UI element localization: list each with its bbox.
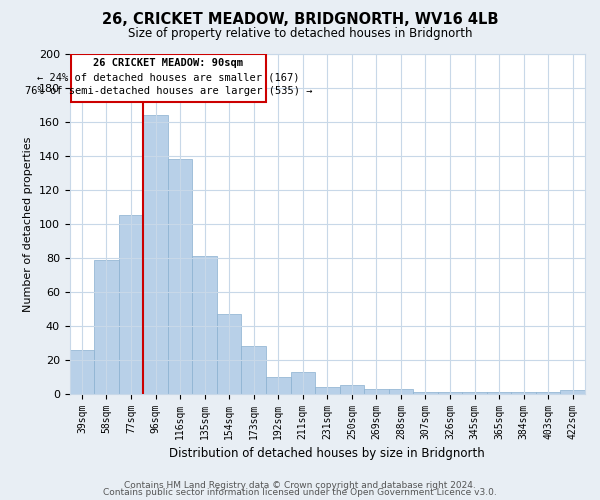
Bar	[119, 216, 143, 394]
Bar	[70, 350, 94, 394]
Bar	[536, 392, 560, 394]
Bar	[193, 256, 217, 394]
Text: Size of property relative to detached houses in Bridgnorth: Size of property relative to detached ho…	[128, 28, 472, 40]
Bar	[290, 372, 315, 394]
Bar	[413, 392, 438, 394]
Bar	[266, 376, 290, 394]
Bar	[511, 392, 536, 394]
Text: 26 CRICKET MEADOW: 90sqm: 26 CRICKET MEADOW: 90sqm	[94, 58, 244, 68]
Text: ← 24% of detached houses are smaller (167): ← 24% of detached houses are smaller (16…	[37, 72, 299, 83]
Bar	[241, 346, 266, 394]
Bar	[94, 260, 119, 394]
Bar	[217, 314, 241, 394]
Bar	[340, 385, 364, 394]
Bar	[462, 392, 487, 394]
Bar	[315, 387, 340, 394]
Text: 76% of semi-detached houses are larger (535) →: 76% of semi-detached houses are larger (…	[25, 86, 312, 97]
Bar	[143, 115, 168, 394]
Text: Contains public sector information licensed under the Open Government Licence v3: Contains public sector information licen…	[103, 488, 497, 497]
Text: 26, CRICKET MEADOW, BRIDGNORTH, WV16 4LB: 26, CRICKET MEADOW, BRIDGNORTH, WV16 4LB	[102, 12, 498, 28]
Bar	[487, 392, 511, 394]
Bar	[389, 388, 413, 394]
Bar	[560, 390, 585, 394]
X-axis label: Distribution of detached houses by size in Bridgnorth: Distribution of detached houses by size …	[169, 447, 485, 460]
Bar	[438, 392, 462, 394]
Text: Contains HM Land Registry data © Crown copyright and database right 2024.: Contains HM Land Registry data © Crown c…	[124, 480, 476, 490]
FancyBboxPatch shape	[71, 54, 266, 102]
Bar	[168, 160, 193, 394]
Bar	[364, 388, 389, 394]
Y-axis label: Number of detached properties: Number of detached properties	[23, 136, 33, 312]
